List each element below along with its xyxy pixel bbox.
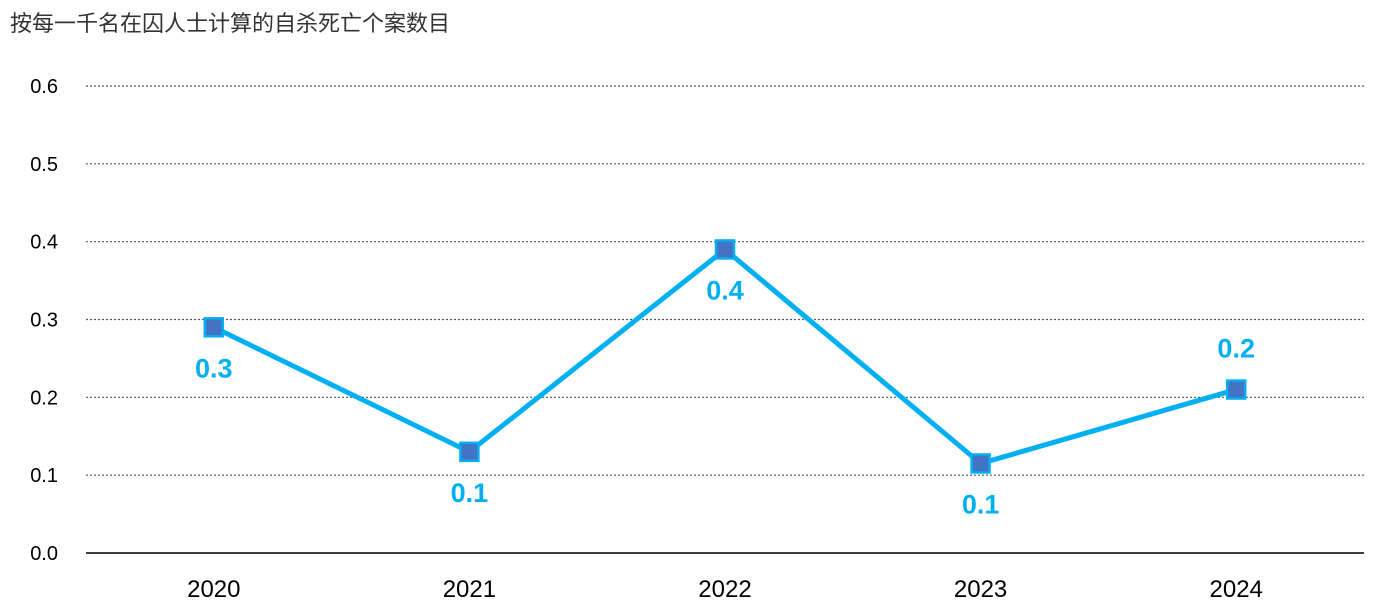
data-marker [970, 453, 991, 474]
x-tick-label: 2020 [187, 576, 240, 603]
data-label: 0.1 [962, 489, 1000, 519]
data-marker [459, 441, 480, 463]
data-label: 0.2 [1217, 334, 1255, 364]
data-label: 0.1 [451, 478, 489, 508]
data-marker [714, 239, 736, 260]
data-marker [203, 317, 225, 338]
y-tick-label: 0.0 [30, 543, 58, 565]
data-label: 0.3 [195, 353, 233, 383]
data-markers [203, 239, 1247, 474]
data-label: 0.4 [706, 275, 744, 305]
y-tick-label: 0.6 [30, 76, 58, 98]
data-marker [1225, 379, 1247, 400]
y-tick-label: 0.2 [30, 387, 58, 409]
x-tick-label: 2022 [698, 576, 751, 603]
y-tick-label: 0.5 [30, 154, 58, 176]
gridlines [86, 85, 1364, 476]
x-tick-label: 2023 [954, 576, 1007, 603]
x-tick-label: 2024 [1210, 576, 1263, 603]
chart-title: 按每一千名在囚人士计算的自杀死亡个案数目 [10, 12, 451, 37]
x-tick-label: 2021 [443, 576, 496, 603]
y-axis-ticks: 0.0 0.1 0.2 0.3 0.4 0.5 0.6 [30, 76, 58, 565]
y-tick-label: 0.3 [30, 310, 58, 332]
x-axis-ticks: 2020 2021 2022 2023 2024 [187, 576, 1263, 603]
y-tick-label: 0.4 [30, 232, 58, 254]
y-tick-label: 0.1 [30, 465, 58, 487]
data-labels: 0.3 0.1 0.4 0.1 0.2 [195, 275, 1255, 519]
